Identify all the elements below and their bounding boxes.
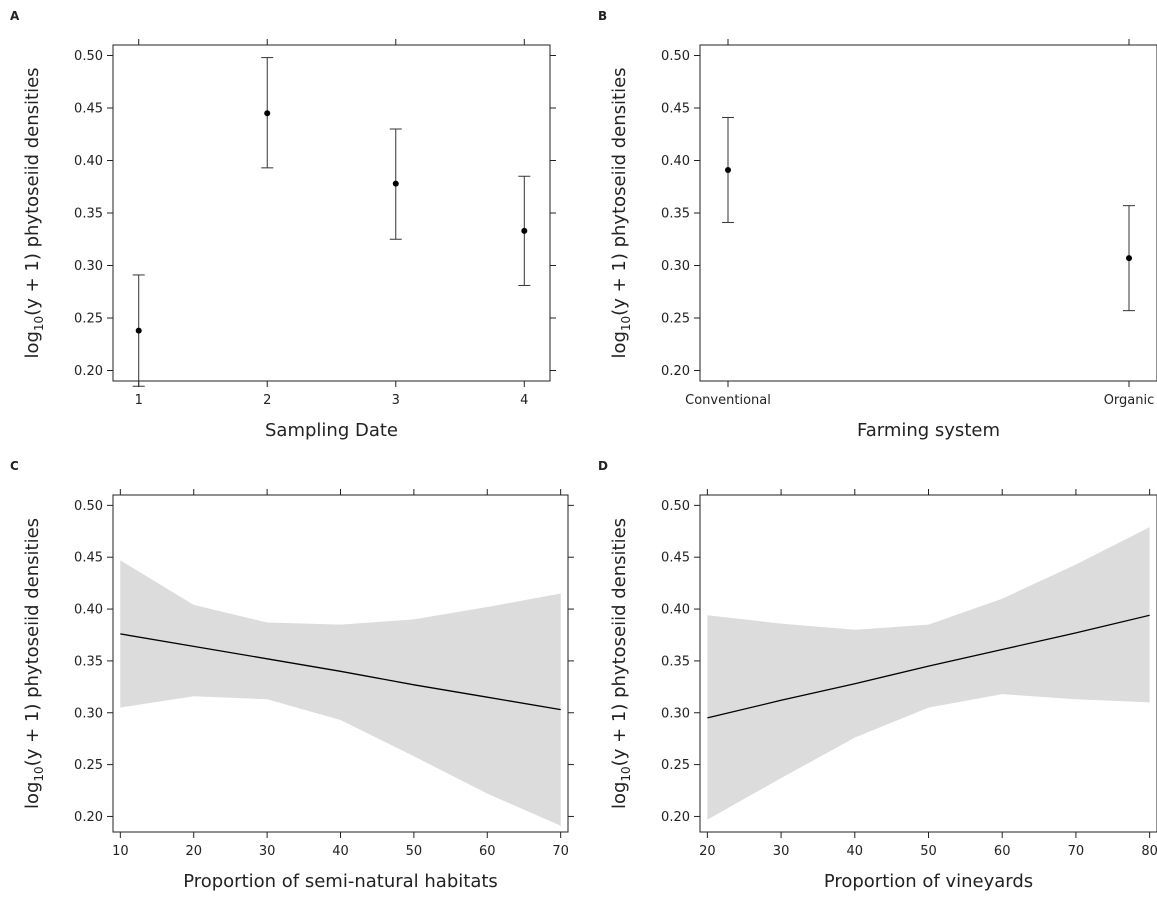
- panel-a: A 0.20 0.25 0.30 0.35 0.40 0.45 0.50 1 2 3 4 Samplin…: [10, 9, 556, 441]
- y-tick-label: 0.40: [74, 603, 103, 618]
- panel-c: C 0.20 0.25 0.30 0.35 0.40 0.45 0.50 10 20 30 40 50 6…: [10, 459, 574, 892]
- y-axis-title-rest: (y + 1) phytoseiid densities: [609, 67, 630, 315]
- y-tick-label: 0.25: [661, 758, 690, 773]
- data-point: [264, 110, 271, 117]
- y-tick-label: 0.25: [74, 312, 103, 327]
- y-tick-label: 0.50: [661, 49, 690, 64]
- y-axis-title: log10(y + 1) phytoseiid densities: [22, 518, 46, 809]
- panel-letter: D: [598, 459, 608, 473]
- y-tick-label: 0.35: [74, 207, 103, 222]
- confidence-band: [707, 527, 1150, 820]
- y-axis-title-subscript: 10: [619, 766, 633, 781]
- y-axis-title-main: log: [22, 782, 43, 809]
- y-tick-label: 0.40: [661, 603, 690, 618]
- y-axis-title-rest: (y + 1) phytoseiid densities: [609, 518, 630, 766]
- y-tick-label: 0.20: [661, 810, 690, 825]
- y-tick-label: 0.25: [74, 758, 103, 773]
- x-tick-label: 30: [259, 844, 276, 859]
- x-tick-label: 40: [332, 844, 349, 859]
- plot-frame: [699, 44, 1157, 382]
- y-tick-label: 0.50: [661, 499, 690, 514]
- y-tick-label: 0.25: [661, 312, 690, 327]
- panel-d: D 0.20 0.25 0.30 0.35 0.40 0.45 0.50 20 30 40 50 60 7…: [598, 459, 1157, 892]
- x-axis-title: Sampling Date: [265, 420, 398, 441]
- x-tick-label: 60: [479, 844, 496, 859]
- x-tick-label: 30: [773, 844, 790, 859]
- x-tick-label: 10: [112, 844, 129, 859]
- y-axis-title: log10(y + 1) phytoseiid densities: [609, 518, 633, 809]
- data-point: [521, 227, 528, 234]
- y-axis-title: log10(y + 1) phytoseiid densities: [22, 67, 46, 358]
- x-tick-label: 20: [699, 844, 716, 859]
- x-tick-label: 2: [263, 393, 271, 408]
- data-point: [392, 180, 399, 187]
- x-axis-title: Proportion of semi-natural habitats: [183, 871, 498, 892]
- x-tick-label: 1: [135, 393, 143, 408]
- y-tick-label: 0.40: [661, 154, 690, 169]
- x-tick-label: 80: [1141, 844, 1157, 859]
- plot-frame: [112, 44, 551, 382]
- y-tick-label: 0.30: [74, 706, 103, 721]
- x-tick-label: 20: [185, 844, 202, 859]
- y-tick-label: 0.45: [74, 551, 103, 566]
- x-tick-label: 4: [520, 393, 528, 408]
- y-tick-label: 0.35: [661, 207, 690, 222]
- data-point: [725, 166, 731, 173]
- y-tick-label: 0.30: [661, 706, 690, 721]
- x-axis-title: Farming system: [857, 420, 1000, 441]
- x-tick-label: 50: [406, 844, 423, 859]
- x-tick-label: 40: [847, 844, 864, 859]
- y-tick-label: 0.20: [661, 364, 690, 379]
- panel-letter: A: [10, 9, 20, 23]
- y-axis-title-main: log: [609, 782, 630, 809]
- y-tick-label: 0.35: [74, 654, 103, 669]
- y-tick-label: 0.45: [661, 551, 690, 566]
- panel-letter: C: [10, 459, 19, 473]
- fit-line: [120, 633, 561, 711]
- y-axis-title-subscript: 10: [32, 316, 46, 331]
- panel-b: B 0.20 0.25 0.30 0.35 0.40 0.45 0.50 Conventiona…: [598, 9, 1157, 441]
- y-tick-label: 0.35: [661, 654, 690, 669]
- y-tick-label: 0.20: [74, 364, 103, 379]
- y-axis-title-rest: (y + 1) phytoseiid densities: [22, 518, 43, 766]
- y-tick-label: 0.45: [661, 102, 690, 117]
- y-tick-label: 0.20: [74, 810, 103, 825]
- y-tick-label: 0.50: [74, 49, 103, 64]
- x-tick-label: 50: [920, 844, 937, 859]
- x-category-label: Organic: [1104, 393, 1155, 408]
- y-axis-title-main: log: [609, 331, 630, 358]
- y-tick-label: 0.30: [74, 259, 103, 274]
- y-axis-title-main: log: [22, 331, 43, 358]
- data-point: [135, 327, 142, 334]
- x-axis-title: Proportion of vineyards: [824, 871, 1033, 892]
- y-tick-label: 0.50: [74, 499, 103, 514]
- y-axis-title: log10(y + 1) phytoseiid densities: [609, 67, 633, 358]
- y-axis-title-subscript: 10: [619, 316, 633, 331]
- x-tick-label: 70: [552, 844, 569, 859]
- data-point: [1126, 255, 1132, 262]
- panel-letter: B: [598, 9, 607, 23]
- y-tick-label: 0.45: [74, 102, 103, 117]
- confidence-band: [120, 560, 561, 826]
- x-tick-label: 3: [392, 393, 400, 408]
- x-tick-label: 60: [994, 844, 1011, 859]
- y-tick-label: 0.40: [74, 154, 103, 169]
- fit-line: [707, 614, 1150, 719]
- x-category-label: Conventional: [685, 393, 771, 408]
- y-axis-title-subscript: 10: [32, 766, 46, 781]
- y-tick-label: 0.30: [661, 259, 690, 274]
- x-tick-label: 70: [1068, 844, 1085, 859]
- y-axis-title-rest: (y + 1) phytoseiid densities: [22, 67, 43, 315]
